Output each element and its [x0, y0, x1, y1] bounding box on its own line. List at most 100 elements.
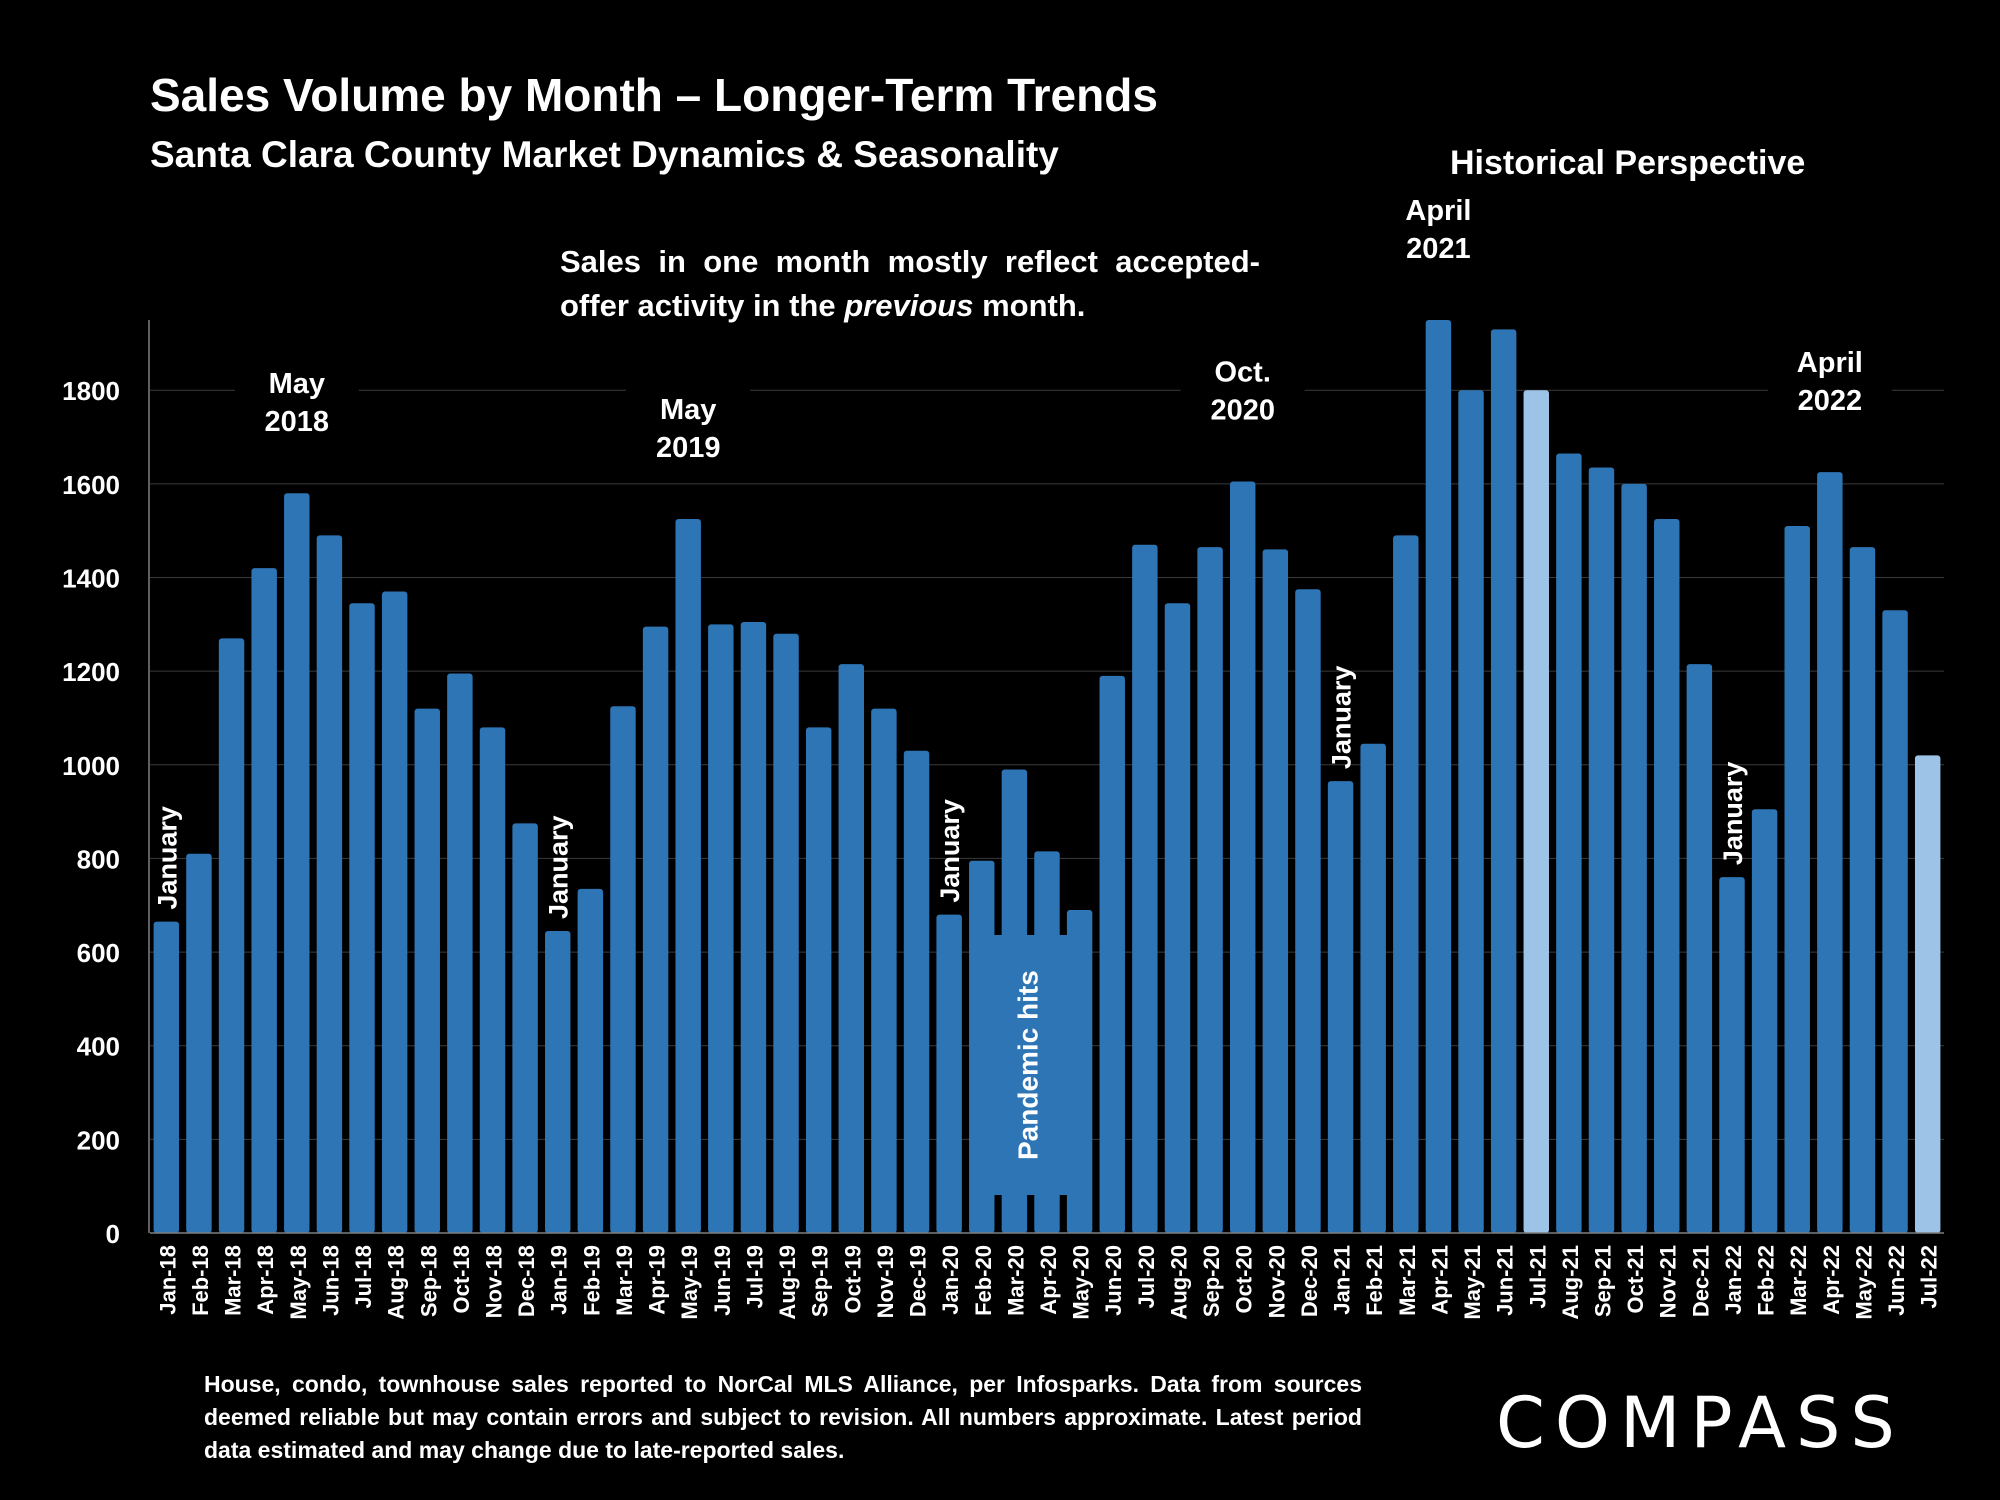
y-tick-label: 1400 [62, 564, 120, 594]
x-tick-label: Aug-20 [1166, 1245, 1191, 1320]
bar [218, 638, 245, 1233]
x-tick-label: Nov-20 [1264, 1245, 1289, 1318]
x-tick-label: Aug-18 [384, 1245, 409, 1320]
bar [1523, 390, 1549, 1233]
x-tick-label: Feb-21 [1362, 1245, 1387, 1316]
annotation-label: January [544, 815, 574, 919]
bar [186, 853, 212, 1233]
x-tick-label: Oct-19 [840, 1245, 865, 1313]
x-tick-label: May-18 [286, 1245, 311, 1320]
bar [675, 518, 701, 1233]
bar [936, 914, 962, 1233]
annotations: January May 2018 January May 2019 January Pande… [152, 188, 1892, 1195]
x-tick-label: Feb-20 [971, 1245, 996, 1316]
note-text-after: month. [973, 288, 1086, 323]
x-tick-label: Dec-19 [906, 1245, 931, 1317]
bar [871, 708, 897, 1233]
x-tick-label: Nov-18 [481, 1245, 506, 1318]
bar [414, 708, 440, 1233]
bar [1654, 518, 1680, 1233]
bar [1751, 809, 1778, 1233]
x-tick-label: Feb-19 [579, 1245, 604, 1316]
x-tick-label: Oct-18 [449, 1245, 474, 1313]
x-tick-label: Mar-21 [1395, 1245, 1420, 1316]
bar [708, 624, 734, 1233]
annotation-label: January [1718, 762, 1748, 866]
bar [1327, 781, 1354, 1233]
x-tick-label: Apr-18 [253, 1245, 278, 1315]
y-tick-label: 0 [106, 1219, 120, 1249]
y-tick-label: 1800 [62, 376, 120, 406]
y-tick-label: 800 [77, 844, 120, 874]
chart-title: Sales Volume by Month – Longer-Term Tren… [150, 69, 1158, 121]
sales-note: Sales in one month mostly reflect accept… [560, 240, 1260, 328]
annotation-label: Oct. [1215, 357, 1271, 389]
bar [1229, 481, 1256, 1233]
x-tick-label: May-21 [1460, 1245, 1485, 1320]
annotation-label: May [269, 368, 325, 400]
x-tick-label: May-19 [677, 1245, 702, 1320]
note-emphasis: previous [844, 288, 974, 323]
x-tick-label: Nov-21 [1656, 1245, 1681, 1318]
bar [1817, 472, 1843, 1234]
footnote: House, condo, townhouse sales reported t… [204, 1371, 1362, 1463]
x-tick-label: Apr-20 [1036, 1245, 1061, 1315]
annotation-label: January [1327, 666, 1357, 770]
y-tick-label: 200 [77, 1125, 120, 1155]
bar [838, 664, 865, 1233]
x-tick-label: Sep-19 [808, 1245, 833, 1317]
x-tick-label: Jun-22 [1884, 1245, 1909, 1316]
compass-logo: COMPASS [1496, 1382, 1905, 1464]
annotation-label: 2018 [265, 406, 330, 438]
annotation-backdrop [1376, 188, 1501, 272]
bar [447, 673, 473, 1233]
bar [642, 626, 669, 1233]
bar [1686, 664, 1713, 1233]
bar [316, 535, 343, 1233]
bar [349, 603, 375, 1233]
x-tick-label: Sep-21 [1591, 1245, 1616, 1317]
bar [1621, 483, 1647, 1233]
y-axis: 0 200 400 600 800 1000 1200 1400 1600 1800 [62, 320, 150, 1249]
bar [251, 568, 277, 1233]
bar [545, 931, 571, 1233]
bar [1556, 453, 1582, 1233]
annotation-label: May [660, 394, 716, 426]
x-tick-label: Jan-18 [155, 1245, 180, 1315]
annotation-backdrop [1180, 349, 1305, 434]
x-tick-label: Jan-19 [547, 1245, 572, 1315]
bar [284, 493, 310, 1233]
x-tick-label: Mar-18 [221, 1245, 246, 1316]
annotation-label: 2022 [1798, 385, 1863, 417]
bar [1360, 743, 1386, 1233]
bar [1132, 544, 1158, 1233]
bar [1393, 535, 1419, 1233]
bar [1458, 390, 1484, 1233]
bar [1490, 329, 1517, 1233]
x-tick-label: Mar-20 [1003, 1245, 1028, 1316]
bar [805, 727, 832, 1233]
x-tick-label: Apr-21 [1427, 1245, 1452, 1315]
y-tick-label: 600 [77, 938, 120, 968]
x-tick-label: Aug-19 [775, 1245, 800, 1320]
bar [577, 888, 604, 1233]
x-tick-label: Jun-20 [1101, 1245, 1126, 1316]
bar [479, 727, 506, 1233]
x-tick-label: Sep-20 [1199, 1245, 1224, 1317]
x-tick-label: Oct-20 [1232, 1245, 1257, 1313]
annotation-label: April [1405, 195, 1471, 227]
x-axis-labels: Jan-18 Feb-18 Mar-18 Apr-18 May-18 Jun-18 Jul-… [150, 1232, 1944, 1320]
annotation-backdrop [234, 361, 359, 446]
note-text-before: Sales in one month mostly reflect accept… [560, 244, 1260, 323]
y-tick-label: 1600 [62, 470, 120, 500]
x-tick-label: Jun-18 [318, 1245, 343, 1316]
annotation-label: April [1797, 347, 1863, 379]
x-tick-label: Jul-19 [742, 1245, 767, 1309]
chart-subtitle: Santa Clara County Market Dynamics & Sea… [150, 134, 1059, 175]
x-tick-label: Sep-18 [416, 1245, 441, 1317]
annotation-label: 2019 [656, 432, 721, 464]
x-tick-label: Nov-19 [873, 1245, 898, 1318]
bar [1588, 467, 1615, 1233]
x-tick-label: Apr-19 [645, 1245, 670, 1315]
